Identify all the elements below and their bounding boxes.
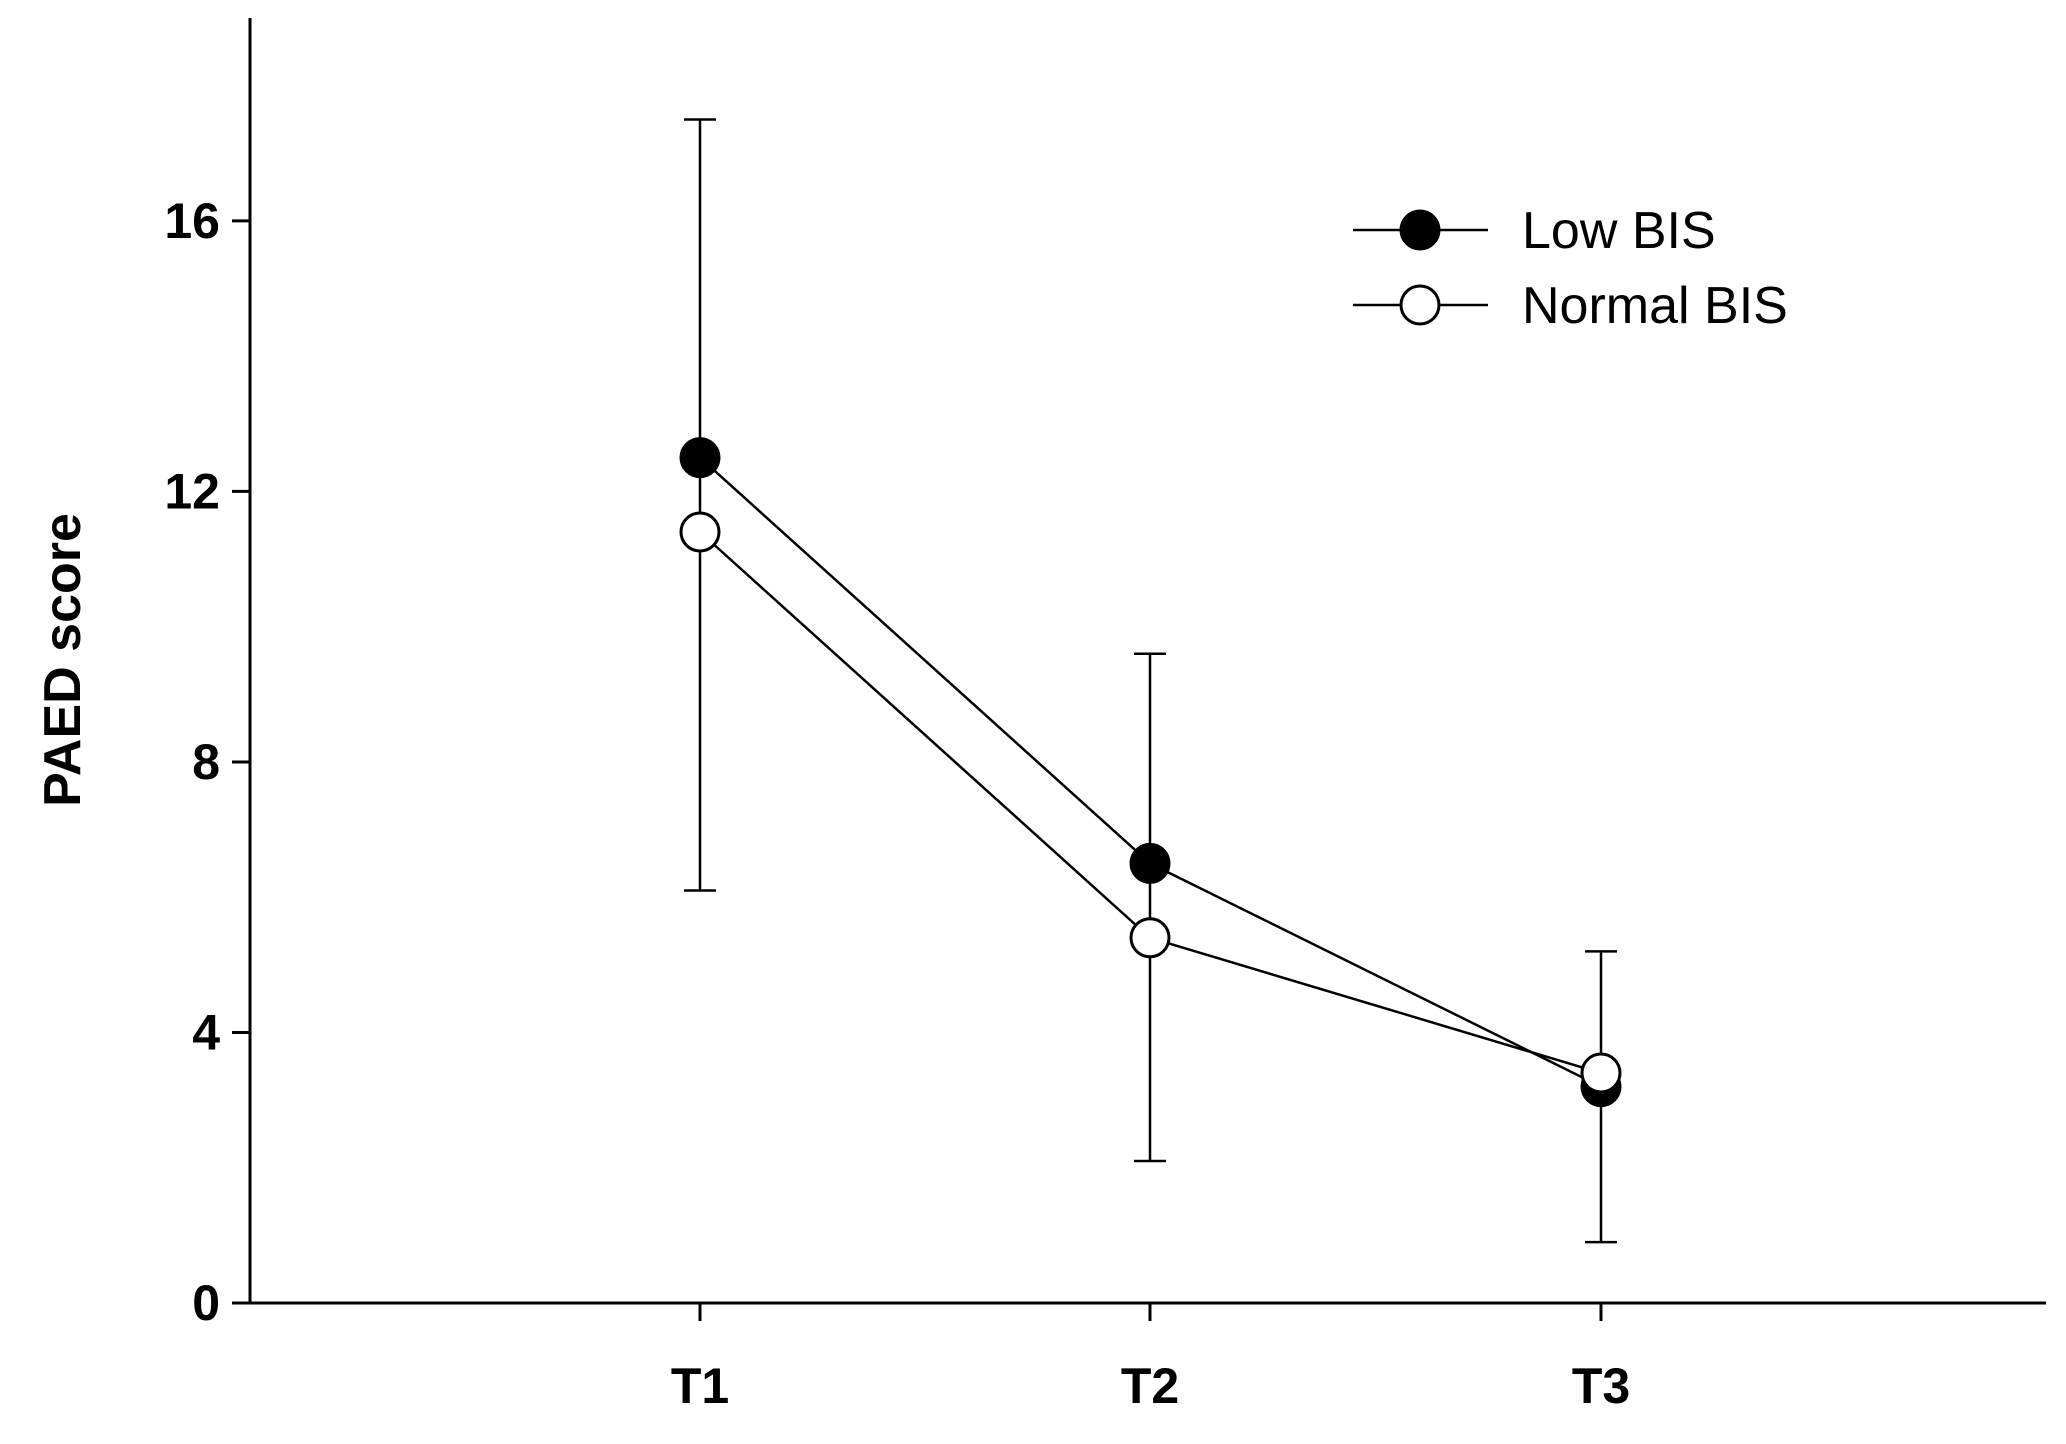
error-bars: [684, 118, 1617, 1244]
legend: Low BIS Normal BIS: [1353, 202, 1788, 335]
legend-label-low-bis: Low BIS: [1522, 202, 1716, 260]
x-ticks: T1 T2 T3: [671, 1303, 1630, 1414]
y-tick-label: 12: [164, 463, 220, 519]
x-tick-label: T1: [671, 1358, 729, 1414]
y-axis-title: PAED score: [34, 513, 92, 807]
data-point-normal-bis: [679, 511, 721, 553]
legend-marker-normal-bis: [1399, 284, 1441, 326]
y-ticks: 0 4 8 12 16: [164, 193, 250, 1331]
legend-marker-low-bis: [1399, 209, 1441, 251]
axes: [248, 18, 2046, 1305]
legend-label-normal-bis: Normal BIS: [1522, 277, 1788, 335]
data-point-normal-bis: [1580, 1052, 1622, 1094]
data-point-low-bis: [679, 437, 721, 479]
y-tick-label: 8: [192, 734, 220, 790]
series-group: [679, 437, 1622, 1108]
data-point-low-bis: [1129, 842, 1171, 884]
y-tick-label: 0: [192, 1275, 220, 1331]
x-tick-label: T2: [1121, 1358, 1179, 1414]
data-point-normal-bis: [1129, 917, 1171, 959]
y-tick-label: 16: [164, 193, 220, 249]
x-tick-label: T3: [1572, 1358, 1630, 1414]
y-tick-label: 4: [192, 1004, 220, 1060]
